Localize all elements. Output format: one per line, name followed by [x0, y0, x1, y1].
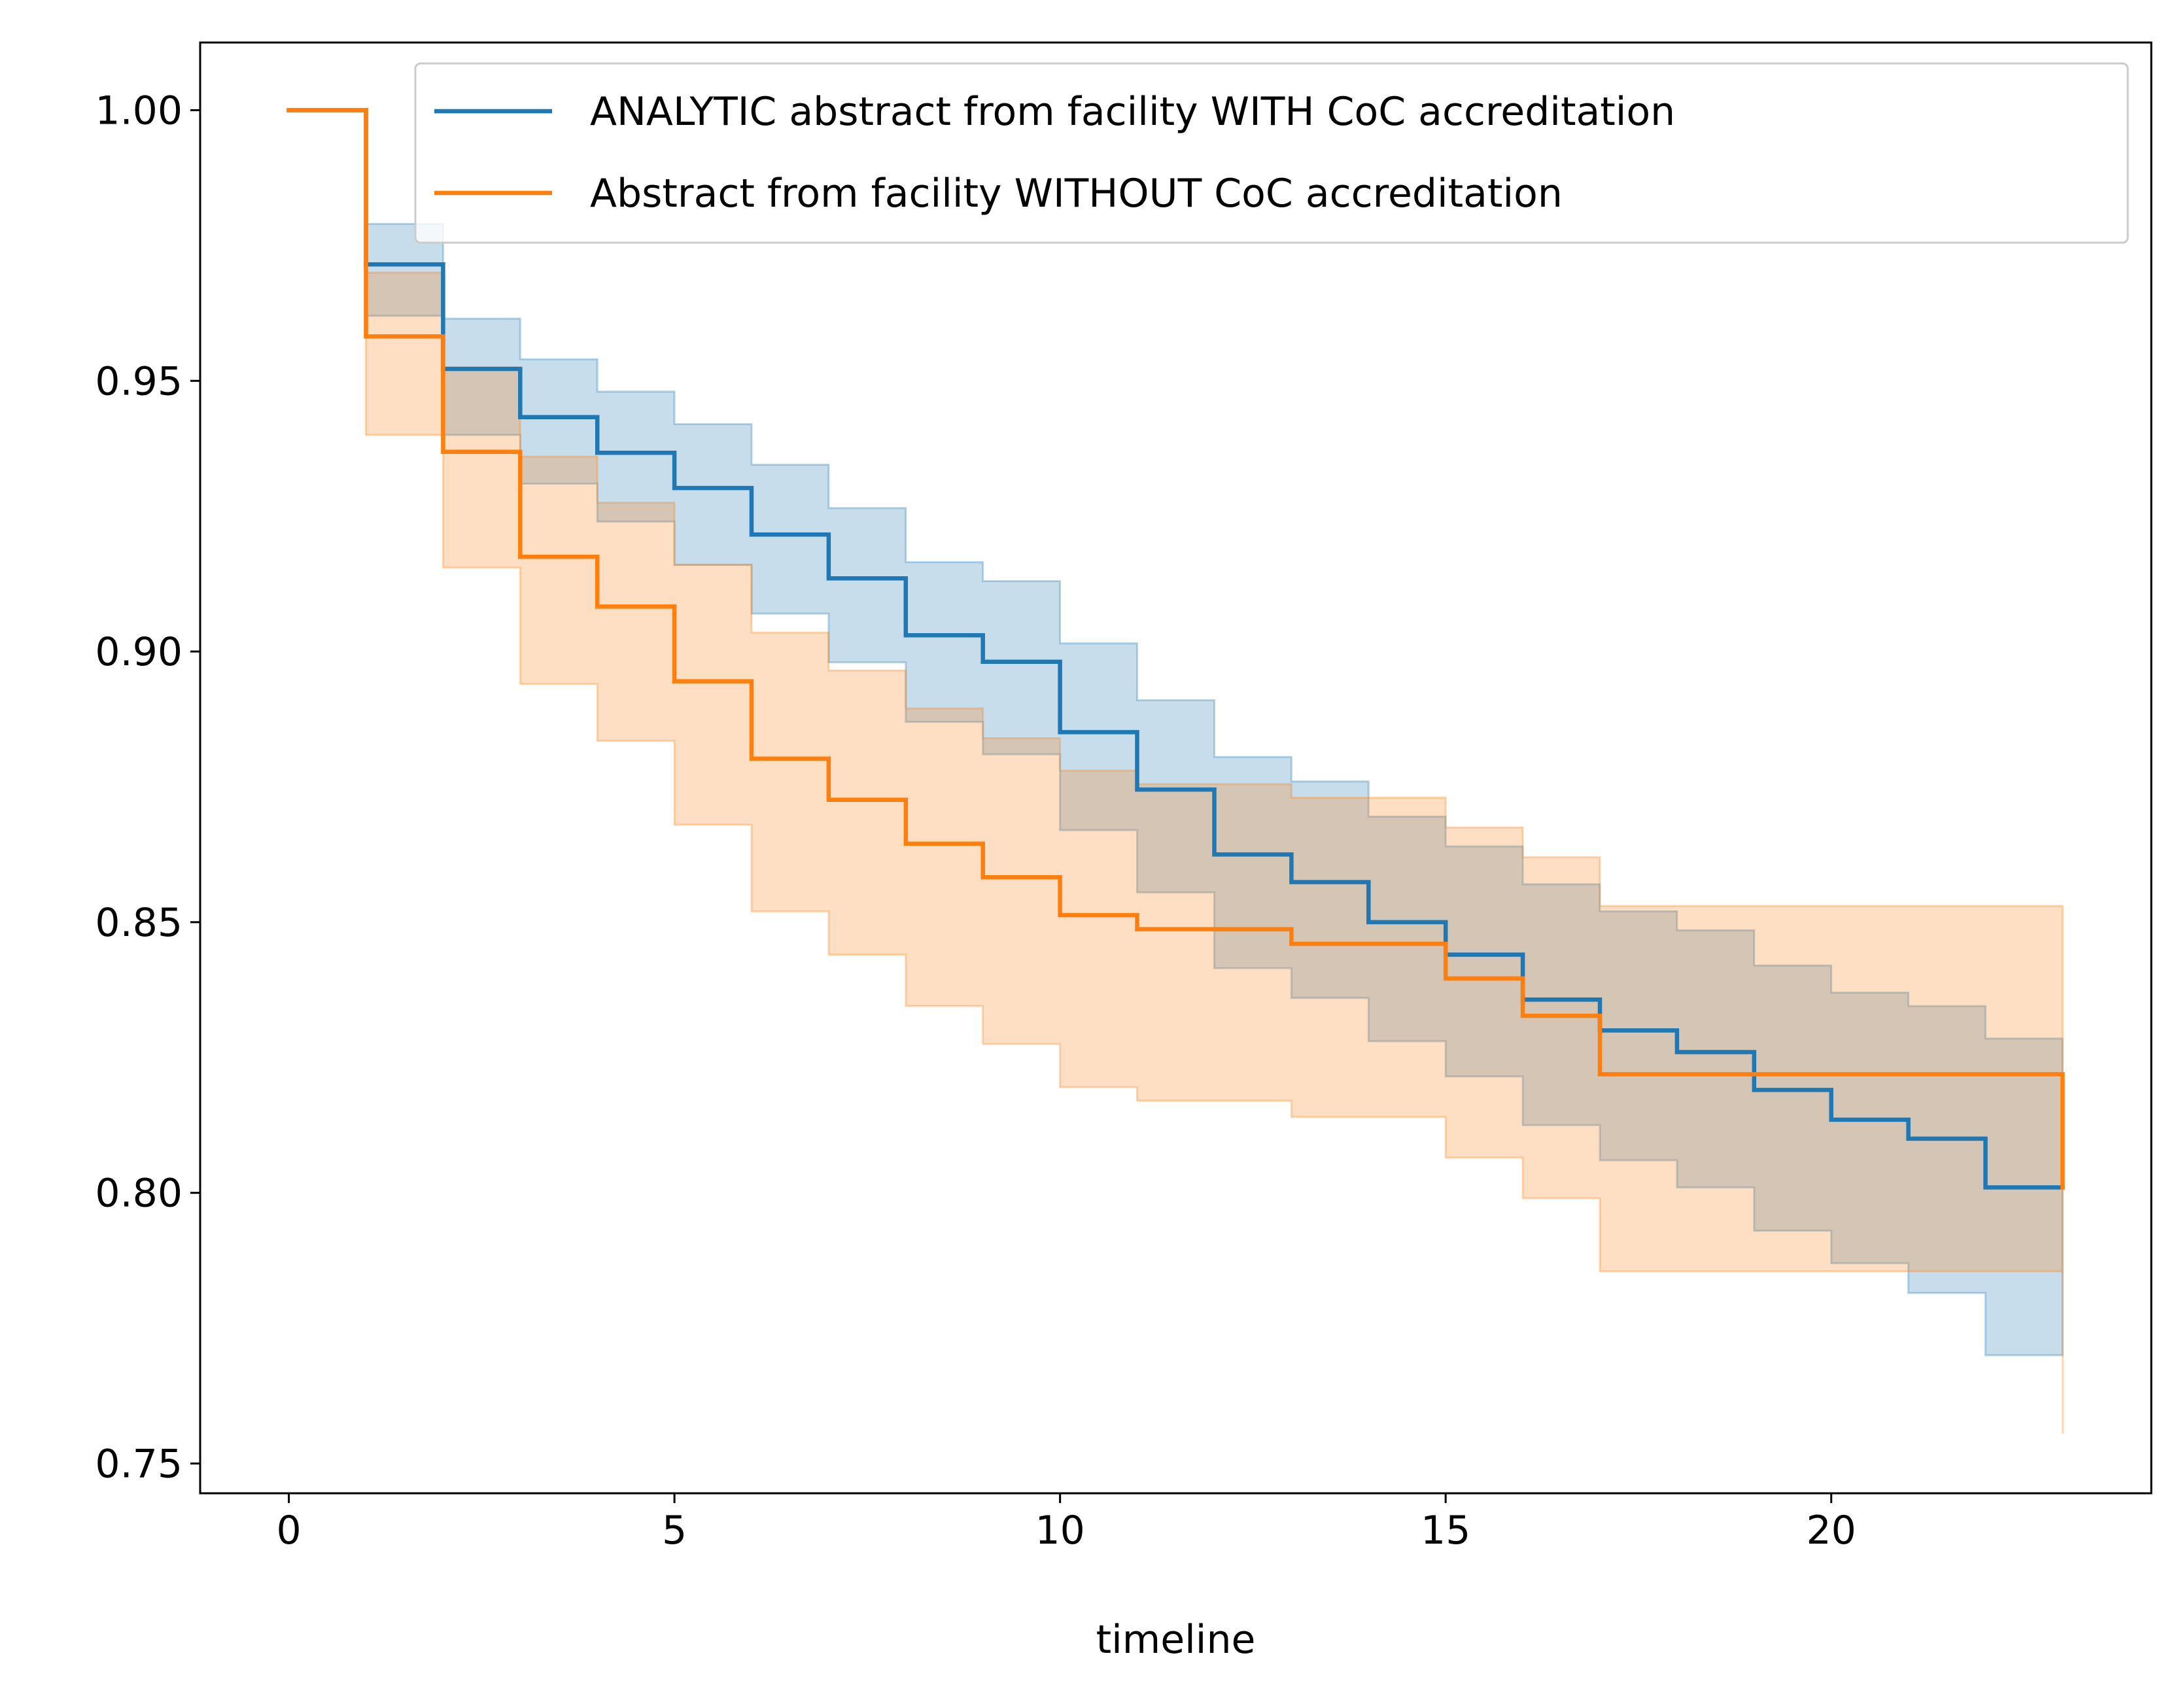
y-tick-label: 1.00 — [95, 88, 182, 133]
ci-band-without-coc — [288, 109, 2064, 1434]
confidence-bands — [288, 109, 2064, 1434]
x-tick-label: 15 — [1421, 1508, 1470, 1553]
legend-label-with-coc: ANALYTIC abstract from facility WITH CoC… — [590, 89, 1675, 135]
legend-label-without-coc: Abstract from facility WITHOUT CoC accre… — [590, 171, 1563, 217]
ci-band-with-coc — [288, 109, 2064, 1357]
x-axis-ticks: 0 5 10 15 20 — [276, 1493, 1856, 1553]
x-tick-label: 0 — [276, 1508, 301, 1553]
y-tick-label: 0.85 — [95, 900, 182, 946]
y-tick-label: 0.95 — [95, 358, 182, 404]
y-tick-label: 0.90 — [95, 629, 182, 675]
x-axis-label: timeline — [1096, 1617, 1256, 1663]
x-tick-label: 5 — [662, 1508, 687, 1553]
y-tick-label: 0.75 — [95, 1441, 182, 1487]
x-tick-label: 10 — [1035, 1508, 1084, 1553]
axes-frame — [199, 41, 2153, 1495]
survival-lines — [286, 108, 2065, 1190]
y-axis-ticks: 0.75 0.80 0.85 0.90 0.95 1.00 — [95, 88, 200, 1487]
y-tick-label: 0.80 — [95, 1171, 182, 1217]
x-tick-label: 20 — [1807, 1508, 1856, 1553]
survival-line-with-coc — [286, 108, 2065, 1190]
legend: ANALYTIC abstract from facility WITH CoC… — [414, 62, 2129, 244]
legend-box — [414, 62, 2129, 244]
survival-line-without-coc — [286, 108, 2065, 1190]
